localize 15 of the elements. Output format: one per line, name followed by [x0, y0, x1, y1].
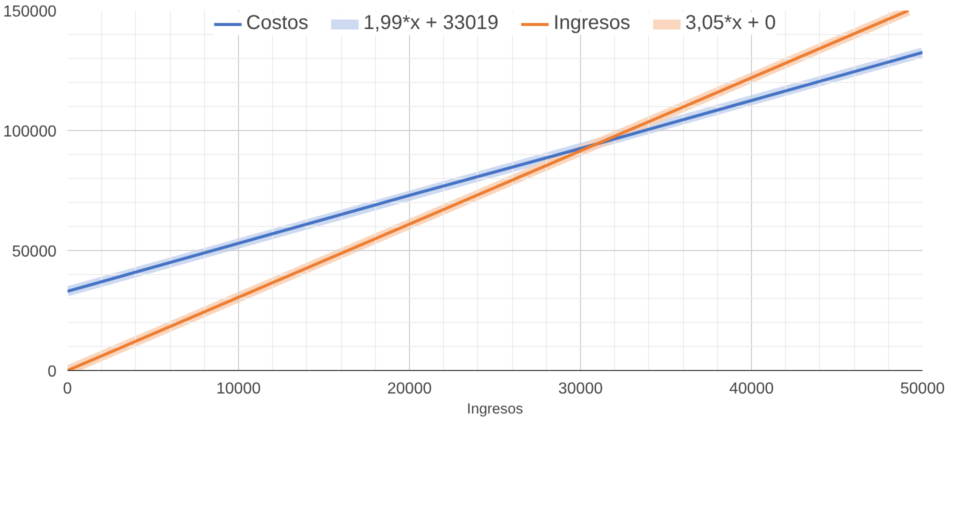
legend-label: 1,99*x + 33019 — [363, 12, 499, 35]
y-tick-label: 50000 — [12, 244, 57, 260]
x-tick-label: 40000 — [729, 380, 774, 398]
y-tick-label: 150000 — [3, 4, 57, 20]
y-tick-label: 0 — [48, 364, 57, 380]
x-tick-label: 50000 — [900, 380, 945, 398]
y-tick-label: 100000 — [3, 124, 57, 140]
legend-label: Costos — [246, 12, 308, 35]
x-tick-label: 30000 — [558, 380, 603, 398]
legend-label: Ingresos — [554, 12, 630, 35]
legend-label: 3,05*x + 0 — [685, 12, 776, 35]
x-axis-title: Ingresos — [466, 402, 524, 418]
x-tick-label: 0 — [63, 380, 72, 398]
x-tick-label: 10000 — [216, 380, 261, 398]
x-tick-label: 20000 — [387, 380, 432, 398]
